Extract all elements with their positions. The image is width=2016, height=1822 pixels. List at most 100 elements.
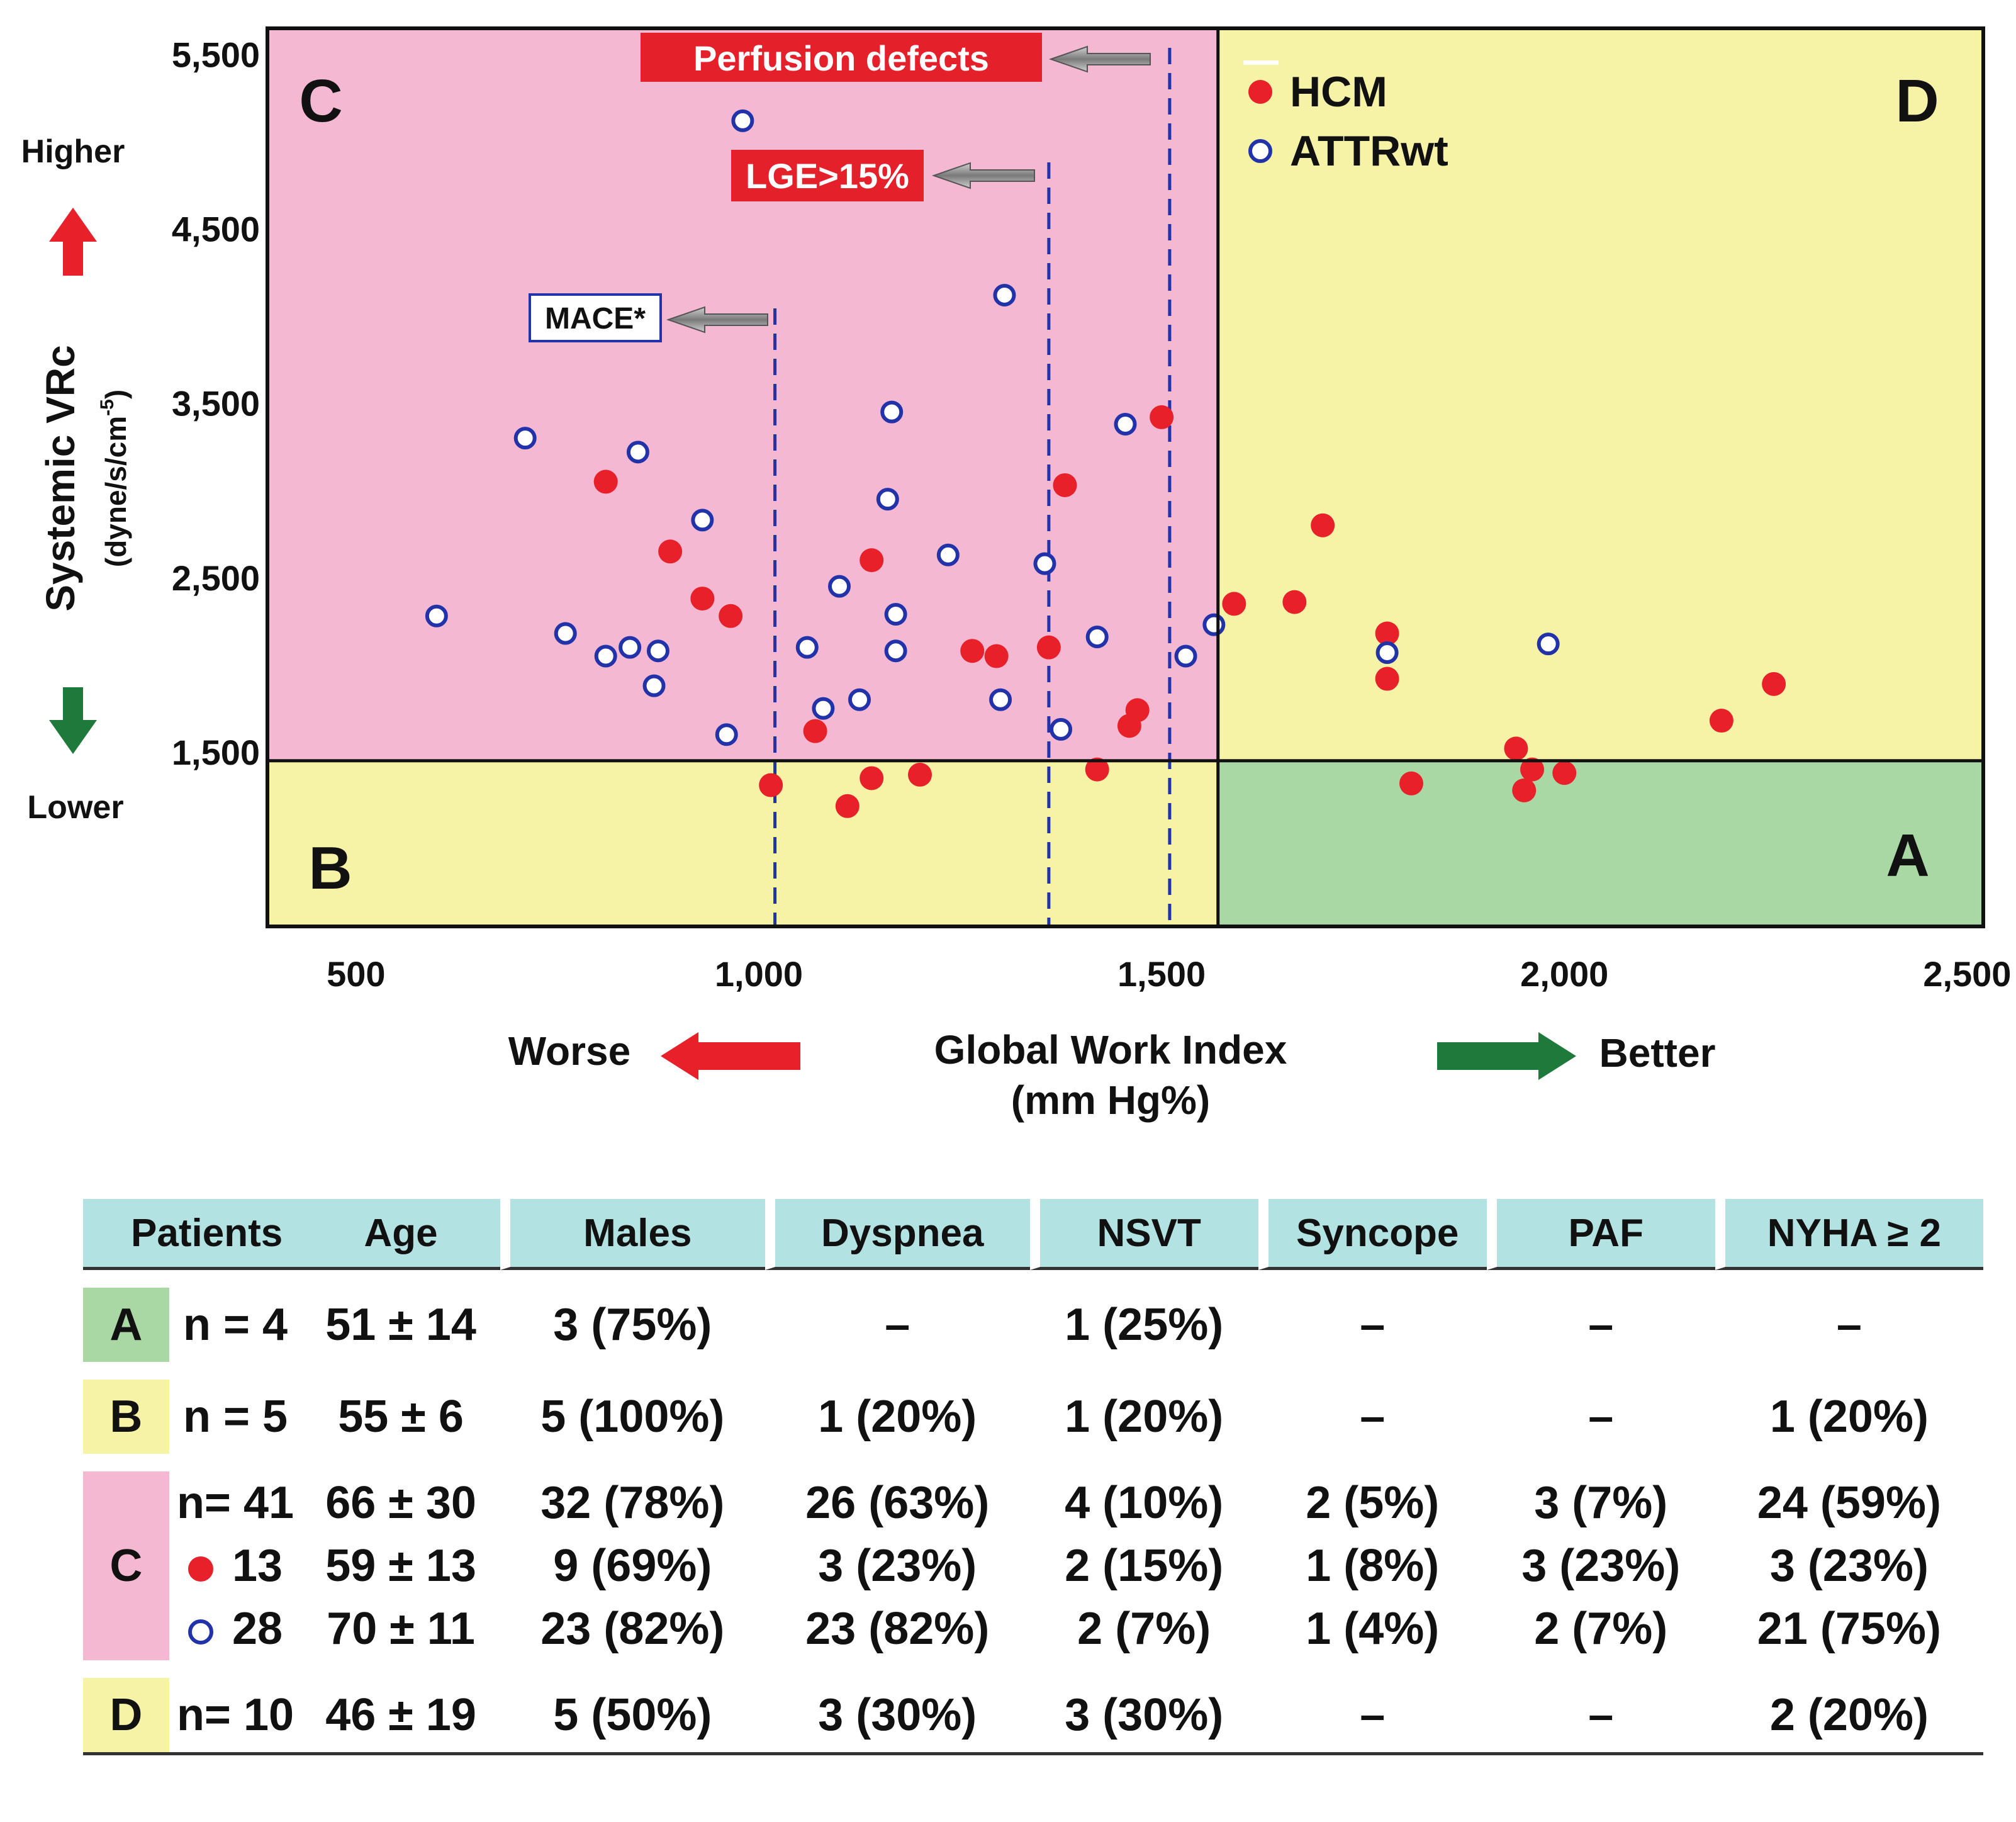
cell-syncope: 1 (8%) — [1306, 1541, 1440, 1591]
cell-dyspnea: 23 (82%) — [805, 1604, 990, 1654]
lge-label-box — [731, 150, 924, 201]
hcm-point — [1085, 757, 1109, 782]
cell-nsvt: 2 (7%) — [1077, 1604, 1211, 1654]
attrwt-point — [936, 543, 960, 566]
y-axis-title: Systemic VRc — [38, 345, 83, 611]
attrwt-point — [619, 636, 642, 659]
hcm-marker-icon — [188, 1556, 213, 1582]
cell-dyspnea: 1 (20%) — [818, 1392, 977, 1442]
hcm-point — [1520, 757, 1545, 782]
scatter-chart: C D B A 500 1,000 1,500 2,000 2,500 1,500 2,500 3,… — [21, 26, 2011, 1123]
hcm-point — [1222, 592, 1246, 616]
cell-paf: 3 (7%) — [1534, 1478, 1668, 1528]
attrwt-point — [513, 427, 537, 450]
cell-dyspnea: 26 (63%) — [805, 1478, 990, 1528]
summary-table: Patients Age Males Dyspnea NSVT Syncope … — [83, 1199, 1983, 1755]
lge-label: LGE>15% — [746, 156, 909, 196]
cell-age: 66 ± 30 — [325, 1478, 476, 1528]
mace-label: MACE* — [545, 302, 646, 335]
hcm-point — [658, 539, 683, 564]
header-nyha: NYHA ≥ 2 — [1715, 1199, 1983, 1270]
cell-paf: 3 (23%) — [1521, 1541, 1681, 1591]
cell-nyha: 3 (23%) — [1769, 1541, 1929, 1591]
attrwt-point — [812, 697, 835, 720]
cell-age: 46 ± 19 — [301, 1678, 500, 1755]
hcm-point — [1375, 666, 1399, 691]
worse-arrow-icon — [661, 1032, 800, 1080]
hcm-point — [1709, 709, 1733, 733]
x-tick-label: 2,000 — [1520, 954, 1608, 994]
cell-n: n= 41 — [176, 1478, 294, 1528]
cell-nyha: 1 (20%) — [1769, 1392, 1929, 1442]
cell-syncope: – — [1360, 1392, 1386, 1442]
cell-n: 28 — [169, 1597, 301, 1660]
cell-n: n = 5 — [182, 1392, 288, 1442]
attrwt-point — [993, 283, 1016, 306]
hcm-point — [593, 470, 618, 494]
y-tick-label: 1,500 — [172, 733, 260, 772]
hcm-point — [1053, 473, 1077, 497]
hcm-point — [984, 644, 1009, 668]
y-axis-unit-close: ) — [99, 390, 132, 399]
quadrant-label-a: A — [1886, 822, 1929, 889]
cell-nyha: 2 (20%) — [1715, 1678, 1983, 1755]
x-tick-label: 2,500 — [1923, 954, 2011, 994]
cell-males: 32 (78%) — [540, 1478, 725, 1528]
cell-nsvt: 1 (20%) — [1065, 1392, 1224, 1442]
y-axis-unit-exponent: -5 — [97, 399, 118, 416]
attrwt-point — [1202, 613, 1226, 636]
attrwt-point — [880, 400, 904, 424]
x-axis-unit: (mm Hg%) — [1011, 1077, 1210, 1123]
plot-frame — [266, 26, 1985, 928]
y-tick-label: 5,500 — [172, 35, 260, 75]
cell-males: 3 (75%) — [553, 1300, 712, 1350]
cell-syncope: 1 (4%) — [1306, 1604, 1440, 1654]
cell-nsvt: 4 (10%) — [1065, 1478, 1224, 1528]
hcm-point — [1150, 405, 1174, 429]
attrwt-point — [884, 603, 907, 626]
attrwt-point — [1033, 552, 1056, 575]
cell-age: 51 ± 14 — [325, 1300, 476, 1350]
cell-syncope: – — [1258, 1678, 1487, 1755]
header-age: Age — [301, 1199, 500, 1270]
cell-paf: 2 (7%) — [1534, 1604, 1668, 1654]
hcm-point — [1762, 672, 1786, 696]
cell-paf: – — [1486, 1678, 1715, 1755]
group-badge-c: C — [83, 1471, 169, 1660]
lower-label: Lower — [27, 789, 123, 826]
table-row-a: A n = 4 51 ± 14 3 (75%) – 1 (25%) – – – — [83, 1288, 1983, 1362]
cell-paf: – — [1588, 1392, 1614, 1442]
cell-syncope: 2 (5%) — [1306, 1478, 1440, 1528]
quadrant-label-b: B — [308, 835, 352, 902]
quadrant-c — [267, 28, 1218, 761]
cell-nyha: 21 (75%) — [1757, 1604, 1941, 1654]
y-tick-label: 4,500 — [172, 210, 260, 249]
cell-nyha: 24 (59%) — [1757, 1478, 1941, 1528]
patient-characteristics-table: Patients Age Males Dyspnea NSVT Syncope … — [83, 1199, 1983, 1755]
cell-nsvt: 2 (15%) — [1065, 1541, 1224, 1591]
attrwt-point — [626, 441, 649, 464]
attrwt-point — [715, 723, 738, 746]
hcm-point — [860, 548, 884, 573]
cell-n-value: 28 — [232, 1604, 283, 1654]
group-badge-d: D — [83, 1678, 169, 1755]
cell-males: 9 (69%) — [553, 1541, 712, 1591]
header-patients: Patients — [83, 1199, 302, 1270]
quadrant-label-d: D — [1895, 67, 1939, 135]
attrwt-point — [1174, 644, 1197, 668]
better-arrow-icon — [1437, 1032, 1576, 1080]
mace-arrow-icon — [666, 306, 768, 334]
table-row-d: D n= 10 46 ± 19 5 (50%) 3 (30%) 3 (30%) … — [83, 1678, 1983, 1755]
hcm-point — [719, 604, 743, 628]
cell-syncope: – — [1360, 1300, 1386, 1350]
hcm-point — [1311, 513, 1335, 537]
perfusion-defects-label-box — [641, 33, 1042, 82]
cell-nsvt: 3 (30%) — [1029, 1678, 1258, 1755]
attrwt-point — [691, 509, 714, 532]
attrwt-point — [848, 688, 871, 711]
cell-dyspnea: – — [885, 1300, 910, 1350]
quadrant-a — [1218, 760, 1983, 926]
x-tick-label: 500 — [327, 954, 385, 994]
attrwt-point — [876, 488, 899, 511]
quadrant-b — [267, 760, 1218, 926]
